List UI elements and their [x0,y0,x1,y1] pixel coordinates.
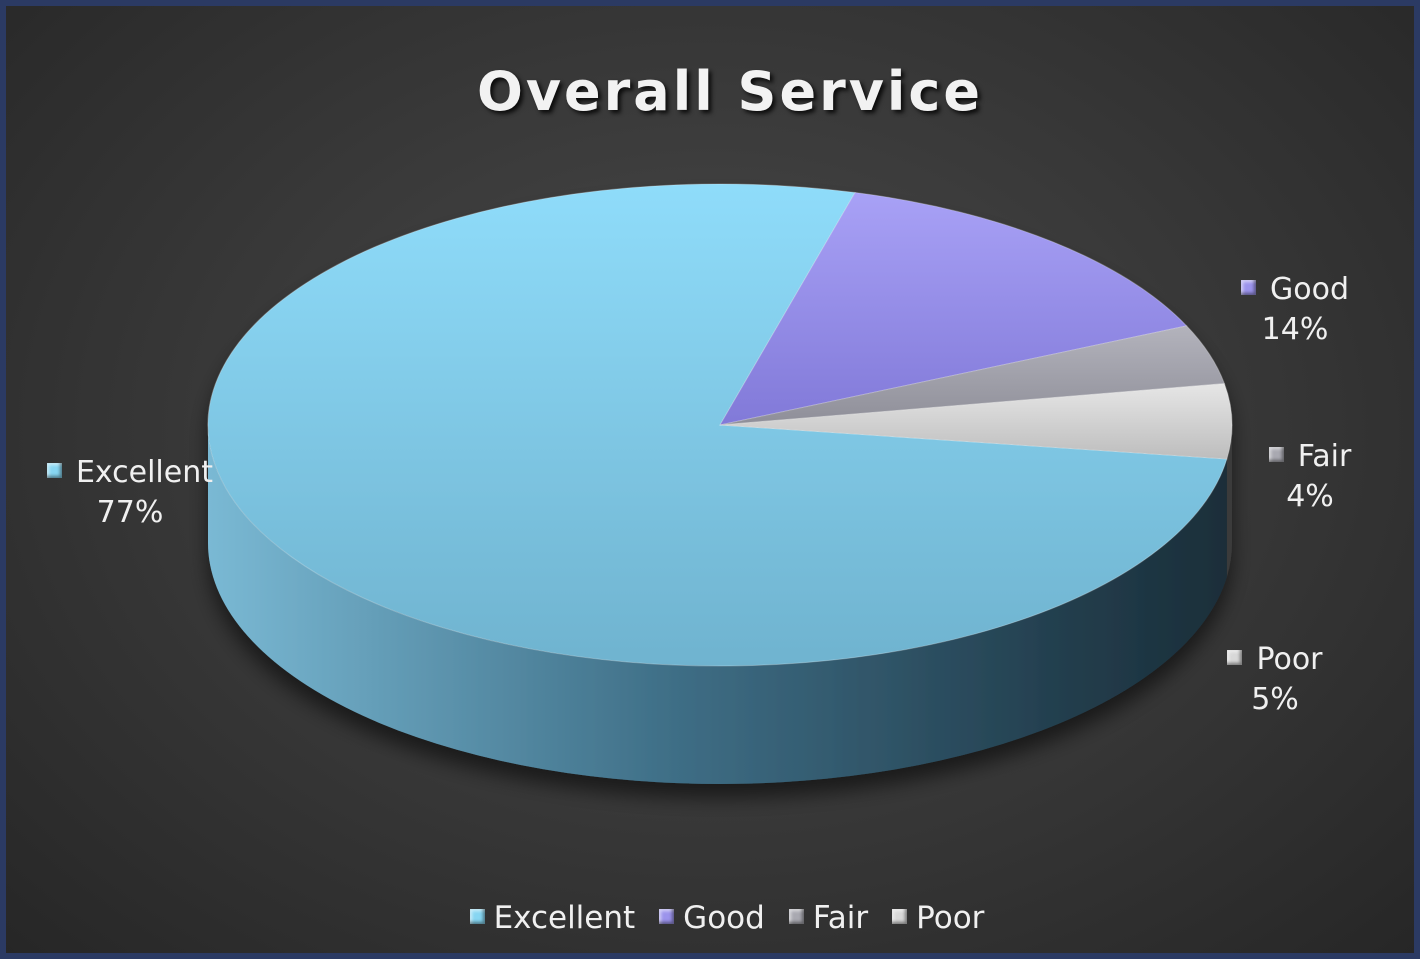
label-swatch-good [1241,280,1256,295]
label-swatch-excellent [46,463,62,478]
legend-label-fair: Fair [812,900,869,936]
data-label-excellent: Excellent 77% [30,453,230,533]
legend-item-good: Good [659,900,765,936]
legend-item-fair: Fair [788,900,869,936]
legend-swatch-poor [892,909,908,924]
pie-side-poor [1226,425,1232,577]
legend-swatch-excellent [469,909,485,924]
legend-label-excellent: Excellent [493,900,636,936]
chart-legend: Excellent Good Fair Poor [0,900,1420,936]
label-swatch-poor [1227,650,1243,665]
label-value-excellent: 77% [96,495,164,530]
chart-title: Overall Service [476,60,984,123]
label-swatch-fair [1268,447,1284,462]
pie-slice-poor [719,383,1233,460]
label-category-fair: Fair [1297,439,1352,474]
legend-label-good: Good [683,900,765,936]
legend-item-excellent: Excellent [469,900,636,936]
pie-side-excellent [208,425,1227,784]
legend-label-poor: Poor [916,900,985,936]
legend-item-poor: Poor [892,900,984,936]
label-category-poor: Poor [1256,642,1323,677]
data-label-good: Good 14% [1220,270,1370,350]
label-value-fair: 4% [1286,479,1334,514]
label-category-good: Good [1270,272,1349,307]
legend-swatch-fair [788,909,804,924]
data-label-poor: Poor 5% [1210,640,1340,720]
label-value-good: 14% [1261,312,1329,347]
data-label-fair: Fair 4% [1255,437,1365,517]
pie-slice-good [719,192,1188,426]
label-value-poor: 5% [1251,682,1299,717]
label-category-excellent: Excellent [75,455,214,490]
legend-swatch-good [659,909,675,924]
pie-slice-excellent [207,183,1228,667]
